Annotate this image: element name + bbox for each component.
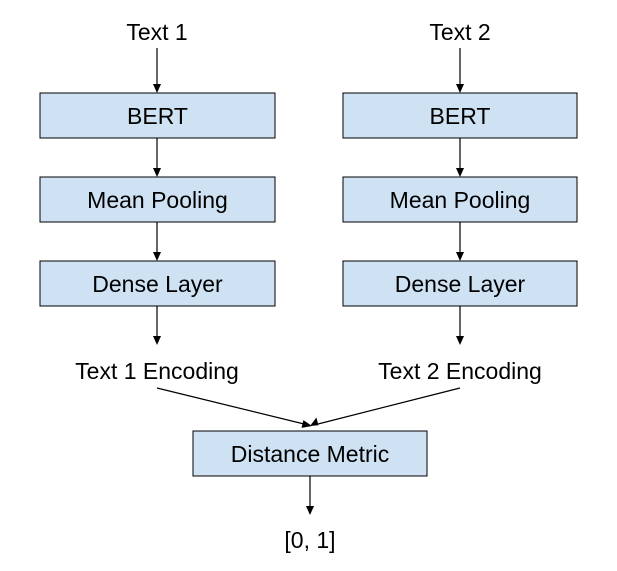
left-bert-label: BERT <box>127 103 188 129</box>
metric-to-output-arrow <box>306 476 314 515</box>
right-dense-label: Dense Layer <box>395 271 526 297</box>
right-bert-label: BERT <box>430 103 491 129</box>
right-pooling-label: Mean Pooling <box>390 187 531 213</box>
right-pooling-to-dense-arrow <box>456 222 464 261</box>
distance-metric-box: Distance Metric <box>192 430 428 477</box>
right-dense-box: Dense Layer <box>342 260 578 307</box>
right-bert-to-pooling-arrow <box>456 138 464 177</box>
left-dense-label: Dense Layer <box>92 271 223 297</box>
left-pooling-to-dense-arrow <box>153 222 161 261</box>
left-encoding-label: Text 1 Encoding <box>75 358 239 384</box>
right-encoding-to-metric-arrow <box>310 387 461 426</box>
right-input-to-bert-arrow <box>456 48 464 93</box>
right-input-label: Text 2 <box>429 19 490 45</box>
output-label: [0, 1] <box>284 527 335 553</box>
left-bert-to-pooling-arrow <box>153 138 161 177</box>
left-input-label: Text 1 <box>126 19 187 45</box>
left-bert-box: BERT <box>39 92 276 139</box>
right-bert-box: BERT <box>342 92 578 139</box>
right-encoding-label: Text 2 Encoding <box>378 358 542 384</box>
left-dense-box: Dense Layer <box>39 260 276 307</box>
right-pooling-box: Mean Pooling <box>342 176 578 223</box>
left-encoding-to-metric-arrow <box>156 387 312 428</box>
left-dense-to-encoding-arrow <box>153 306 161 345</box>
left-pooling-label: Mean Pooling <box>87 187 228 213</box>
right-dense-to-encoding-arrow <box>456 306 464 345</box>
distance-metric-label: Distance Metric <box>231 441 389 467</box>
left-pooling-box: Mean Pooling <box>39 176 276 223</box>
left-input-to-bert-arrow <box>153 48 161 93</box>
